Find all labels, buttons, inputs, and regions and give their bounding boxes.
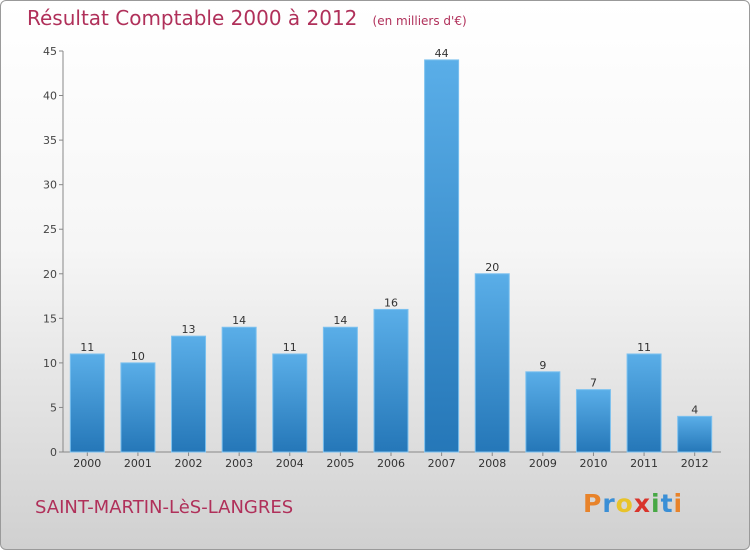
y-tick-label: 30 — [43, 179, 57, 192]
logo-letter: t — [660, 489, 674, 518]
x-tick-label: 2000 — [73, 457, 101, 470]
x-tick-label: 2010 — [579, 457, 607, 470]
bar — [424, 59, 460, 453]
y-tick-label: 20 — [43, 268, 57, 281]
y-tick-label: 0 — [50, 446, 57, 459]
bar-value-label: 13 — [182, 323, 196, 336]
bar — [69, 353, 105, 453]
x-tick-label: 2008 — [478, 457, 506, 470]
bar-value-label: 7 — [590, 377, 597, 390]
bar — [171, 335, 207, 453]
bar-value-label: 14 — [333, 314, 347, 327]
bar — [221, 326, 257, 453]
chart-subtitle: (en milliers d'€) — [372, 14, 467, 28]
y-tick-label: 40 — [43, 90, 57, 103]
bar-value-label: 16 — [384, 296, 398, 309]
bar — [525, 371, 561, 453]
logo-letter: i — [651, 489, 661, 518]
bar-value-label: 9 — [539, 359, 546, 372]
y-tick-label: 5 — [50, 401, 57, 414]
bar — [373, 308, 409, 453]
bar-value-label: 20 — [485, 261, 499, 274]
x-tick-label: 2003 — [225, 457, 253, 470]
x-tick-label: 2005 — [326, 457, 354, 470]
logo-letter: o — [615, 489, 634, 518]
y-tick-label: 45 — [43, 45, 57, 58]
bar-value-label: 44 — [435, 47, 449, 60]
y-tick-label: 25 — [43, 223, 57, 236]
y-tick-label: 35 — [43, 134, 57, 147]
bar-value-label: 11 — [80, 341, 94, 354]
bar — [272, 353, 308, 453]
logo-letter: P — [583, 489, 603, 518]
x-tick-label: 2001 — [124, 457, 152, 470]
bar-value-label: 11 — [637, 341, 651, 354]
x-tick-label: 2006 — [377, 457, 405, 470]
logo-letter: i — [673, 489, 684, 518]
chart-title: Résultat Comptable 2000 à 2012 — [27, 6, 358, 30]
y-tick-label: 10 — [43, 357, 57, 370]
logo-letter: x — [633, 489, 651, 518]
bar — [322, 326, 358, 453]
bar-value-label: 11 — [283, 341, 297, 354]
x-tick-label: 2002 — [175, 457, 203, 470]
bar — [120, 362, 156, 453]
y-tick-label: 15 — [43, 312, 57, 325]
bar — [474, 273, 510, 453]
x-tick-label: 2004 — [276, 457, 304, 470]
bar — [575, 389, 611, 453]
logo-letter: r — [602, 489, 616, 518]
bar-value-label: 4 — [691, 403, 698, 416]
bar — [626, 353, 662, 453]
bar — [677, 415, 713, 453]
town-name: SAINT-MARTIN-LèS-LANGRES — [35, 497, 294, 518]
x-tick-label: 2012 — [681, 457, 709, 470]
x-tick-label: 2011 — [630, 457, 658, 470]
bar-chart: 0 5 10 15 20 25 30 35 40 45 2000 2001 2002 2003 2004 20… — [43, 45, 721, 470]
x-tick-label: 2007 — [428, 457, 456, 470]
chart-title-block: Résultat Comptable 2000 à 2012 (en milli… — [27, 6, 467, 30]
bar-value-label: 10 — [131, 350, 145, 363]
bar-value-label: 14 — [232, 314, 246, 327]
x-tick-label: 2009 — [529, 457, 557, 470]
proxiti-logo: Proxiti — [583, 489, 683, 518]
